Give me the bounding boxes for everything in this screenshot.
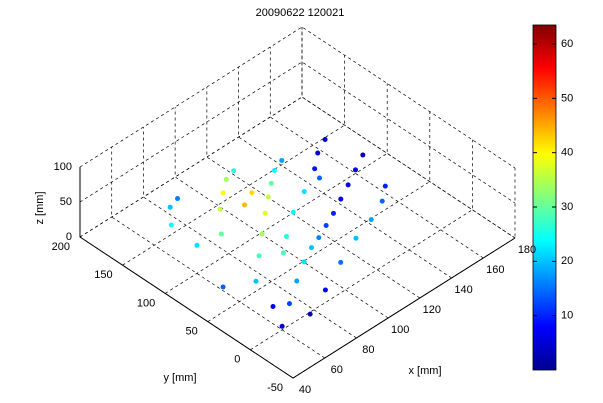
point <box>286 301 292 307</box>
y-tick-label: 150 <box>94 269 112 281</box>
x-axis-label: x [mm] <box>409 365 442 377</box>
point <box>265 194 271 200</box>
point <box>338 196 344 202</box>
point <box>280 250 286 256</box>
x-tick-label: 100 <box>391 324 409 336</box>
z-tick-label: 0 <box>66 231 72 243</box>
grid-line <box>238 67 452 279</box>
z-tick-label: 50 <box>60 196 72 208</box>
y-tick-label: -50 <box>267 382 283 394</box>
x-tick-label: 80 <box>362 344 374 356</box>
y-tick-label: 0 <box>234 354 240 366</box>
axis-line <box>79 167 516 379</box>
x-tick-label: 140 <box>454 284 472 296</box>
grid-line <box>206 87 421 299</box>
point <box>312 166 318 172</box>
point <box>270 304 276 310</box>
grid-line <box>122 55 345 266</box>
point <box>168 222 174 228</box>
x-tick-label: 120 <box>423 304 441 316</box>
point <box>279 157 285 163</box>
y-tick-label: 100 <box>137 297 155 309</box>
point <box>360 152 366 158</box>
y-tick-label: 200 <box>52 241 70 253</box>
point <box>253 278 259 284</box>
colorbar <box>532 24 557 371</box>
point <box>322 287 328 293</box>
grid-line <box>292 168 516 379</box>
grid-line <box>143 127 357 339</box>
point <box>283 233 289 239</box>
point <box>249 190 255 196</box>
grid-line <box>79 96 516 239</box>
grid-line <box>269 47 484 259</box>
grid-line <box>111 147 325 359</box>
z-axis-label: z [mm] <box>34 192 46 225</box>
point <box>290 209 296 215</box>
point <box>218 231 224 237</box>
x-tick-label: 180 <box>518 244 536 256</box>
grid-line <box>79 27 303 238</box>
point <box>223 176 229 182</box>
grid-line <box>174 107 389 319</box>
point <box>353 235 359 241</box>
x-tick-label: 60 <box>331 364 343 376</box>
point <box>268 180 274 186</box>
grid-line <box>165 83 388 294</box>
point <box>317 175 323 181</box>
point <box>323 222 329 228</box>
point <box>322 137 328 143</box>
colorbar-tick-label: 30 <box>561 201 573 213</box>
colorbar-tick-label: 40 <box>561 147 573 159</box>
point <box>338 259 344 265</box>
point <box>194 242 200 248</box>
point <box>307 311 313 317</box>
y-tick-label: 50 <box>186 326 198 338</box>
colorbar-tick-label: 60 <box>561 38 573 50</box>
grid-line <box>207 111 431 322</box>
point <box>294 278 300 284</box>
point <box>262 210 268 216</box>
point <box>241 202 247 208</box>
point <box>220 284 226 290</box>
colorbar-tick-label: 50 <box>561 92 573 104</box>
chart-title: 20090622 120021 <box>256 7 345 19</box>
point <box>175 196 181 202</box>
point <box>316 235 322 241</box>
point <box>217 206 223 212</box>
point <box>301 189 307 195</box>
point <box>167 204 173 210</box>
point <box>301 259 307 265</box>
point <box>220 190 226 196</box>
y-axis-label: y [mm] <box>164 372 197 384</box>
point <box>259 231 265 237</box>
point <box>368 217 374 223</box>
point <box>352 167 358 173</box>
point <box>315 150 321 156</box>
point <box>231 168 237 174</box>
z-tick-label: 100 <box>54 161 72 173</box>
point <box>382 183 388 189</box>
point <box>379 198 385 204</box>
point <box>308 245 314 251</box>
grid-line <box>250 139 473 351</box>
point <box>345 182 351 188</box>
colorbar-tick-label: 10 <box>561 310 573 322</box>
grid-line <box>79 26 516 169</box>
point <box>256 253 262 259</box>
colorbar-tick-label: 20 <box>561 255 573 267</box>
x-tick-label: 160 <box>486 264 504 276</box>
x-tick-label: 40 <box>299 384 311 396</box>
point <box>279 323 285 329</box>
point <box>330 210 336 216</box>
point <box>271 167 277 173</box>
grid-line <box>79 61 516 204</box>
